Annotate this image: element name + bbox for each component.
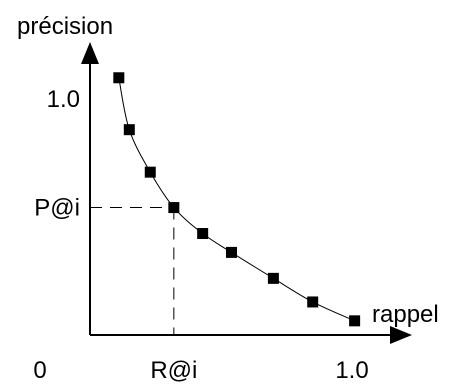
- data-points: [113, 72, 361, 327]
- data-point-8: [307, 296, 319, 308]
- x-axis-label: rappel: [372, 301, 439, 328]
- x-tick-label-r-at-i: R@i: [150, 357, 197, 384]
- series-line: [118, 77, 355, 322]
- data-point-1: [113, 72, 125, 84]
- y-axis-label: précision: [17, 13, 113, 40]
- data-point-2: [123, 124, 135, 136]
- data-point-9: [349, 315, 361, 327]
- data-point-4: [168, 202, 180, 214]
- y-axis-arrowhead: [81, 42, 99, 64]
- data-point-3: [144, 166, 156, 178]
- origin-label: 0: [33, 357, 46, 384]
- reference-guides: [90, 207, 175, 335]
- y-tick-label-p-at-i: P@i: [34, 195, 80, 222]
- axes: [81, 42, 412, 344]
- x-axis-arrowhead: [390, 326, 412, 344]
- data-point-7: [267, 272, 279, 284]
- y-tick-label-max: 1.0: [47, 86, 80, 113]
- data-point-5: [197, 228, 209, 240]
- data-point-6: [225, 246, 237, 258]
- x-tick-label-max: 1.0: [335, 357, 368, 384]
